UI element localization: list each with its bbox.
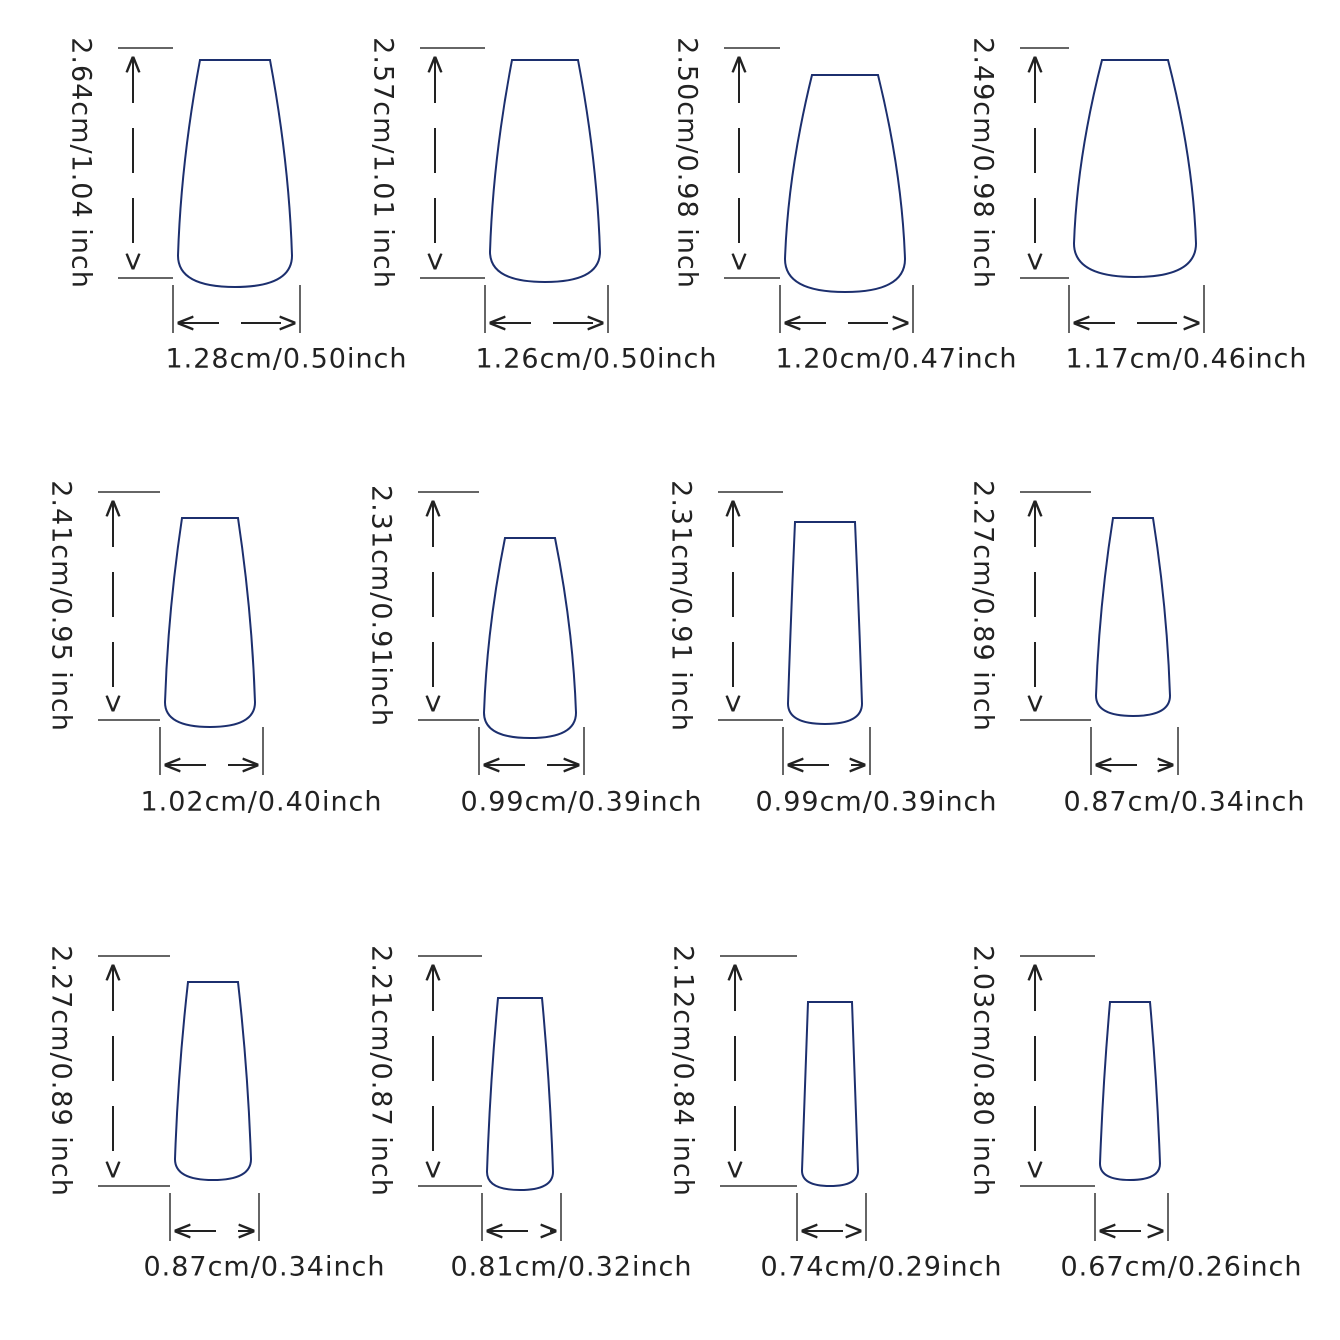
height-label: 2.21cm/0.87 inch — [366, 945, 397, 1197]
nail-item: 2.64cm/1.04 inch 1.28cm/0.50inch — [66, 37, 407, 375]
width-label: 0.87cm/0.34inch — [1063, 787, 1305, 818]
nail-shape — [783, 74, 907, 294]
width-label: 1.20cm/0.47inch — [775, 344, 1017, 375]
width-label: 0.81cm/0.32inch — [450, 1252, 692, 1283]
height-label: 2.12cm/0.84 inch — [668, 945, 699, 1197]
nail-item: 2.41cm/0.95 inch 1.02cm/0.40inch — [46, 480, 382, 818]
height-label: 2.03cm/0.80 inch — [968, 945, 999, 1197]
nail-item: 2.50cm/0.98 inch 1.20cm/0.47inch — [672, 37, 1017, 375]
nail-item: 2.31cm/0.91inch 0.99cm/0.39inch — [366, 485, 702, 818]
nail-item: 2.03cm/0.80 inch 0.67cm/0.26inch — [968, 945, 1302, 1283]
height-label: 2.57cm/1.01 inch — [368, 37, 399, 289]
height-label: 2.31cm/0.91inch — [366, 485, 397, 727]
nail-shape — [800, 1001, 860, 1188]
width-label: 0.99cm/0.39inch — [755, 787, 997, 818]
width-label: 0.87cm/0.34inch — [143, 1252, 385, 1283]
nail-shape — [786, 521, 864, 726]
width-label: 1.28cm/0.50inch — [165, 344, 407, 375]
width-label: 0.99cm/0.39inch — [460, 787, 702, 818]
width-label: 0.74cm/0.29inch — [760, 1252, 1002, 1283]
height-label: 2.27cm/0.89 inch — [46, 945, 77, 1197]
width-label: 1.17cm/0.46inch — [1065, 344, 1307, 375]
nail-shape — [163, 517, 257, 729]
height-label: 2.49cm/0.98 inch — [968, 37, 999, 289]
nail-shape — [488, 59, 602, 284]
height-label: 2.31cm/0.91 inch — [666, 480, 697, 732]
nail-item: 2.12cm/0.84 inch 0.74cm/0.29inch — [668, 945, 1002, 1283]
width-label: 1.26cm/0.50inch — [475, 344, 717, 375]
nail-shape — [176, 59, 294, 289]
nail-shape — [482, 537, 578, 740]
nail-item: 2.31cm/0.91 inch 0.99cm/0.39inch — [666, 480, 997, 818]
nail-shape — [1072, 59, 1198, 279]
nail-shape — [173, 981, 253, 1182]
width-label: 0.67cm/0.26inch — [1060, 1252, 1302, 1283]
height-label: 2.64cm/1.04 inch — [66, 37, 97, 289]
nail-shape — [485, 997, 555, 1192]
nail-shape — [1098, 1001, 1162, 1182]
nail-item: 2.57cm/1.01 inch 1.26cm/0.50inch — [368, 37, 717, 375]
nail-item: 2.27cm/0.89 inch 0.87cm/0.34inch — [968, 480, 1305, 818]
height-label: 2.27cm/0.89 inch — [968, 480, 999, 732]
nail-item: 2.49cm/0.98 inch 1.17cm/0.46inch — [968, 37, 1307, 375]
nail-item: 2.21cm/0.87 inch 0.81cm/0.32inch — [366, 945, 692, 1283]
height-label: 2.50cm/0.98 inch — [672, 37, 703, 289]
nail-shape — [1094, 517, 1172, 718]
height-label: 2.41cm/0.95 inch — [46, 480, 77, 732]
width-label: 1.02cm/0.40inch — [140, 787, 382, 818]
nail-item: 2.27cm/0.89 inch 0.87cm/0.34inch — [46, 945, 385, 1283]
